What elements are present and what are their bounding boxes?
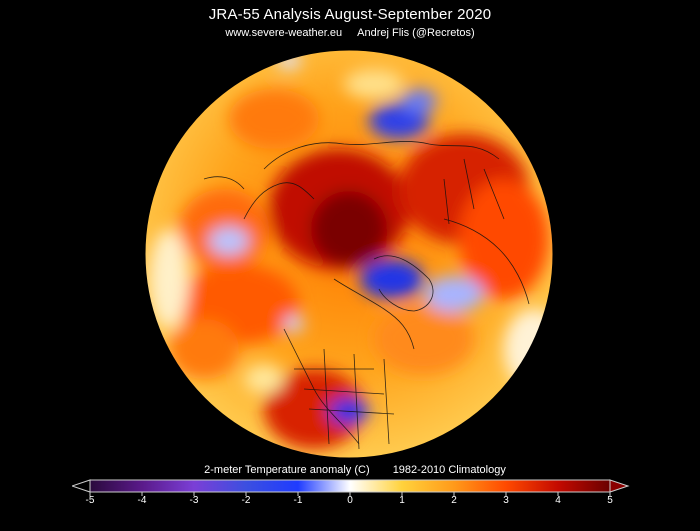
author-credit: Andrej Flis (@Recretos) xyxy=(357,27,475,39)
colorbar-tick-marks xyxy=(89,492,611,496)
map-title: JRA-55 Analysis August-September 2020 xyxy=(208,6,492,23)
colorbar-climatology: 1982-2010 Climatology xyxy=(392,464,506,476)
colorbar-title: 2-meter Temperature anomaly (C) 1982-201… xyxy=(95,464,615,476)
colorbar-variable: 2-meter Temperature anomaly (C) xyxy=(204,464,370,476)
coastlines xyxy=(203,141,530,450)
colorbar-bar xyxy=(89,479,611,493)
colorbar-right-arrow xyxy=(609,479,630,493)
website-credit: www.severe-weather.eu xyxy=(225,27,343,39)
colorbar xyxy=(72,479,630,496)
map-subtitle: www.severe-weather.eu Andrej Flis (@Recr… xyxy=(0,27,700,39)
polar-temperature-anomaly-map xyxy=(144,49,554,459)
colorbar-left-arrow xyxy=(72,479,91,493)
